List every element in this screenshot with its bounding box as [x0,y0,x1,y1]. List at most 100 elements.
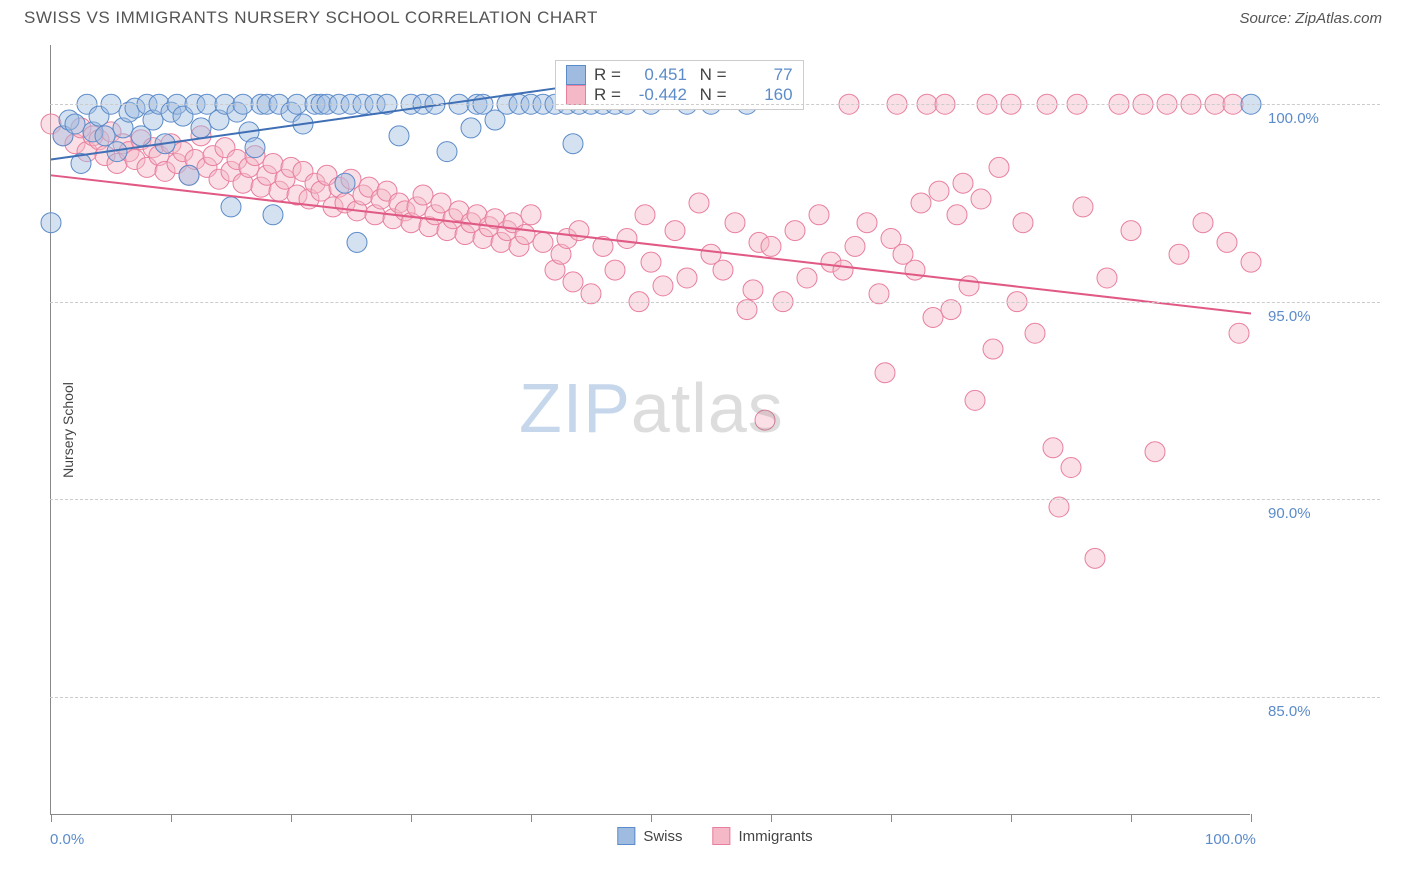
scatter-point-immigrants [929,181,949,201]
scatter-point-immigrants [857,213,877,233]
scatter-point-swiss [347,232,367,252]
gridline-h [50,104,1380,105]
scatter-point-immigrants [1217,232,1237,252]
scatter-point-swiss [389,126,409,146]
n-value-immigrants: 160 [735,85,793,105]
scatter-point-immigrants [533,232,553,252]
r-value-immigrants: -0.442 [629,85,687,105]
plot-area: ZIPatlas R = 0.451 N = 77 R = -0.442 N =… [50,45,1250,815]
scatter-point-immigrants [743,280,763,300]
y-tick-label: 90.0% [1268,505,1311,522]
correlation-row-swiss: R = 0.451 N = 77 [566,65,793,85]
scatter-point-immigrants [1229,323,1249,343]
scatter-point-immigrants [953,173,973,193]
scatter-point-immigrants [971,189,991,209]
trend-line-immigrants [51,175,1251,313]
scatter-point-immigrants [1085,548,1105,568]
scatter-point-swiss [263,205,283,225]
x-tick [411,814,412,822]
scatter-point-immigrants [1097,268,1117,288]
y-tick-label: 95.0% [1268,308,1311,325]
r-label: R = [594,85,621,105]
n-value-swiss: 77 [735,65,793,85]
scatter-point-immigrants [959,276,979,296]
r-value-swiss: 0.451 [629,65,687,85]
scatter-point-immigrants [689,193,709,213]
gridline-h [50,697,1380,698]
scatter-point-swiss [65,114,85,134]
scatter-point-swiss [335,173,355,193]
scatter-point-immigrants [1025,323,1045,343]
x-tick [1251,814,1252,822]
scatter-point-swiss [221,197,241,217]
gridline-h [50,302,1380,303]
scatter-point-immigrants [725,213,745,233]
n-label: N = [695,65,727,85]
y-tick-label: 85.0% [1268,703,1311,720]
scatter-point-swiss [437,142,457,162]
scatter-point-immigrants [923,307,943,327]
scatter-point-immigrants [617,228,637,248]
legend: Swiss Immigrants [617,827,812,845]
scatter-point-immigrants [521,205,541,225]
scatter-point-swiss [191,118,211,138]
x-tick [771,814,772,822]
scatter-point-immigrants [665,221,685,241]
x-tick [1131,814,1132,822]
scatter-point-immigrants [653,276,673,296]
scatter-point-immigrants [641,252,661,272]
scatter-point-immigrants [989,157,1009,177]
legend-swatch-immigrants [712,827,730,845]
x-tick [171,814,172,822]
scatter-point-immigrants [785,221,805,241]
x-tick [891,814,892,822]
scatter-point-immigrants [1061,458,1081,478]
x-tick-label: 100.0% [1205,831,1256,848]
scatter-point-immigrants [845,236,865,256]
legend-label-swiss: Swiss [643,828,682,845]
scatter-point-immigrants [1013,213,1033,233]
x-tick [51,814,52,822]
x-tick [531,814,532,822]
r-label: R = [594,65,621,85]
scatter-point-swiss [245,138,265,158]
scatter-point-immigrants [1145,442,1165,462]
scatter-point-swiss [563,134,583,154]
scatter-point-immigrants [1241,252,1261,272]
scatter-point-immigrants [635,205,655,225]
legend-label-immigrants: Immigrants [738,828,812,845]
chart-container: Nursery School ZIPatlas R = 0.451 N = 77… [50,45,1380,815]
x-tick [651,814,652,822]
gridline-h [50,499,1380,500]
scatter-point-swiss [41,213,61,233]
scatter-point-immigrants [809,205,829,225]
plot-svg [51,45,1251,815]
scatter-point-immigrants [1193,213,1213,233]
scatter-point-immigrants [911,193,931,213]
scatter-point-immigrants [761,236,781,256]
scatter-point-immigrants [965,390,985,410]
source-attribution: Source: ZipAtlas.com [1239,10,1382,27]
scatter-point-immigrants [755,410,775,430]
scatter-point-immigrants [515,225,535,245]
scatter-point-immigrants [947,205,967,225]
x-tick [1011,814,1012,822]
correlation-swatch-swiss [566,65,586,85]
scatter-point-immigrants [563,272,583,292]
correlation-row-immigrants: R = -0.442 N = 160 [566,85,793,105]
y-tick-label: 100.0% [1268,110,1319,127]
scatter-point-immigrants [875,363,895,383]
correlation-box: R = 0.451 N = 77 R = -0.442 N = 160 [555,60,804,110]
scatter-point-immigrants [797,268,817,288]
scatter-point-immigrants [1073,197,1093,217]
scatter-point-immigrants [677,268,697,288]
scatter-point-immigrants [905,260,925,280]
scatter-point-swiss [179,165,199,185]
legend-item-immigrants: Immigrants [712,827,812,845]
legend-item-swiss: Swiss [617,827,682,845]
scatter-point-immigrants [713,260,733,280]
x-tick [291,814,292,822]
n-label: N = [695,85,727,105]
scatter-point-immigrants [1043,438,1063,458]
scatter-point-immigrants [833,260,853,280]
